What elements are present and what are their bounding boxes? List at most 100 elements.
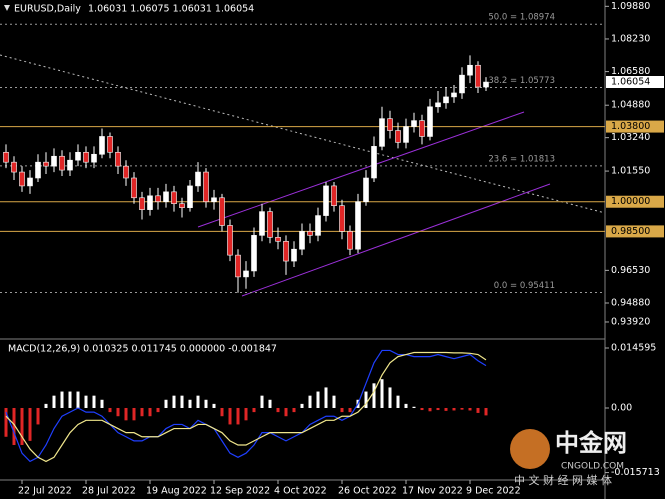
candle-body bbox=[83, 151, 89, 163]
candle-body bbox=[483, 81, 489, 88]
macd-bar bbox=[420, 407, 424, 411]
fib-label: 0.0 = 0.95411 bbox=[494, 281, 555, 291]
candle-body bbox=[267, 211, 273, 238]
x-tick-label: 19 Aug 2022 bbox=[146, 486, 207, 497]
watermark-site: CNGOLD.COM bbox=[561, 462, 624, 472]
candle-body bbox=[219, 197, 225, 226]
watermark-slogan: 中 文 财 经 网 媒 体 bbox=[514, 473, 612, 487]
candle-body bbox=[147, 195, 153, 210]
macd-bar bbox=[252, 407, 256, 413]
macd-bar bbox=[444, 407, 448, 411]
y-tick-label: 1.03240 bbox=[611, 132, 650, 143]
y-tick-label: 0.93920 bbox=[611, 316, 650, 327]
candle-body bbox=[323, 185, 329, 216]
candle-body bbox=[227, 225, 233, 256]
macd-bar bbox=[212, 403, 216, 408]
candle-body bbox=[435, 102, 441, 108]
chart-title: EURUSD,Daily bbox=[14, 4, 81, 15]
candle-body bbox=[11, 161, 17, 173]
macd-bar bbox=[28, 407, 32, 441]
macd-bar bbox=[460, 407, 464, 410]
macd-bar bbox=[196, 395, 200, 408]
candle-body bbox=[475, 64, 481, 88]
candle-body bbox=[91, 153, 97, 163]
candle-body bbox=[427, 106, 433, 137]
candle-body bbox=[299, 231, 305, 250]
macd-bar bbox=[52, 395, 56, 408]
candle-body bbox=[275, 237, 281, 242]
candle-body bbox=[75, 151, 81, 161]
macd-bar bbox=[116, 407, 120, 417]
macd-bar bbox=[12, 407, 16, 445]
macd-bar bbox=[468, 407, 472, 411]
candle-body bbox=[259, 211, 265, 236]
macd-bar bbox=[156, 407, 160, 413]
macd-bar bbox=[84, 395, 88, 408]
watermark: 中金网 CNGOLD.COM 中 文 财 经 网 媒 体 bbox=[510, 429, 627, 487]
macd-bar bbox=[284, 407, 288, 417]
candle-body bbox=[123, 165, 129, 179]
icon bbox=[4, 5, 10, 11]
candle-body bbox=[387, 118, 393, 131]
candle-body bbox=[99, 136, 105, 155]
channel-line bbox=[241, 183, 551, 297]
macd-line bbox=[5, 351, 487, 463]
macd-bar bbox=[372, 383, 376, 408]
candle-body bbox=[459, 74, 465, 94]
quote: 1.06031 1.06075 1.06031 1.06054 bbox=[88, 4, 254, 15]
candle-body bbox=[331, 185, 337, 206]
candle-body bbox=[283, 240, 289, 262]
candle-body bbox=[115, 151, 121, 167]
macd-bar bbox=[180, 395, 184, 408]
x-tick-label: 28 Jul 2022 bbox=[82, 486, 136, 497]
candle-body bbox=[19, 171, 25, 187]
candle-body bbox=[355, 201, 361, 250]
macd-bar bbox=[484, 407, 488, 416]
candle-body bbox=[139, 197, 145, 210]
candle-body bbox=[211, 197, 217, 203]
macd-bar bbox=[172, 395, 176, 408]
macd-bar bbox=[292, 407, 296, 413]
macd-bar bbox=[308, 395, 312, 408]
macd-bar bbox=[300, 403, 304, 408]
candle-body bbox=[107, 136, 113, 153]
candle-body bbox=[131, 177, 137, 199]
candle-body bbox=[179, 203, 185, 208]
macd-bar bbox=[348, 407, 352, 413]
macd-title: MACD(12,26,9) 0.010325 0.011745 0.000000… bbox=[8, 344, 277, 355]
macd-bar bbox=[92, 395, 96, 408]
macd-bar bbox=[404, 403, 408, 408]
candle-body bbox=[163, 191, 169, 203]
trend-line bbox=[0, 54, 606, 214]
candle-body bbox=[451, 92, 457, 98]
fib-label: 23.6 = 1.01813 bbox=[488, 154, 555, 164]
macd-bar bbox=[428, 407, 432, 412]
candle-body bbox=[419, 120, 425, 137]
macd-bar bbox=[228, 407, 232, 425]
y-tick-label: 0.96530 bbox=[611, 265, 650, 276]
macd-bar bbox=[364, 391, 368, 408]
macd-bar bbox=[396, 395, 400, 408]
watermark-title: 中金网 bbox=[555, 429, 627, 457]
macd-bar bbox=[164, 399, 168, 408]
macd-bar bbox=[220, 407, 224, 417]
logo bbox=[510, 429, 550, 469]
candle-body bbox=[403, 126, 409, 143]
candle-body bbox=[371, 146, 377, 179]
macd-bar bbox=[44, 403, 48, 408]
candle-body bbox=[203, 171, 209, 203]
level-box bbox=[606, 120, 664, 133]
x-tick-label: 9 Dec 2022 bbox=[466, 486, 521, 497]
candle-body bbox=[307, 231, 313, 236]
y-tick-label: 1.06580 bbox=[611, 66, 650, 77]
macd-bar bbox=[100, 399, 104, 408]
x-tick-label: 26 Oct 2022 bbox=[338, 486, 397, 497]
macd-bar bbox=[412, 406, 416, 408]
candle-body bbox=[187, 185, 193, 208]
candle-body bbox=[347, 231, 353, 250]
level-box bbox=[606, 225, 664, 238]
y-tick-label: 1.04880 bbox=[611, 100, 650, 111]
macd-bar bbox=[124, 407, 128, 421]
candle-body bbox=[195, 171, 201, 187]
